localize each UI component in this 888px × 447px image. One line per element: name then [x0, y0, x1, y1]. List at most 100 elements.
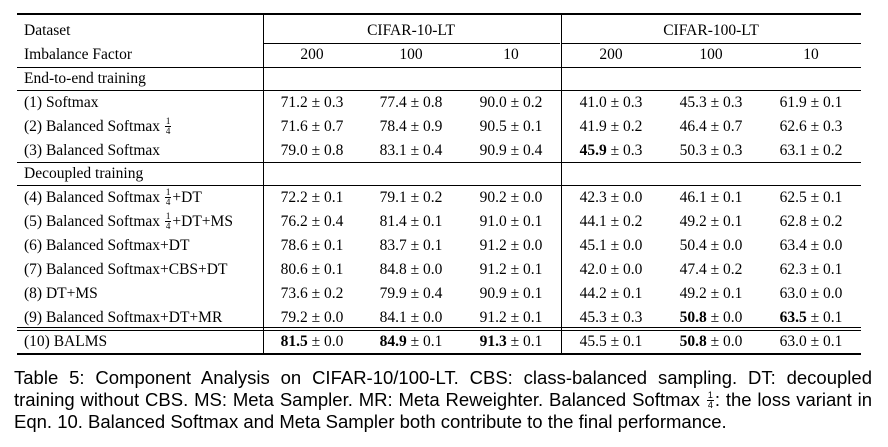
table-cell: 50.4 ± 0.0: [679, 237, 743, 254]
table-cell: 63.5 ± 0.1: [779, 309, 843, 326]
table-cell: 71.6 ± 0.7: [280, 118, 344, 135]
section-end-to-end: End-to-end training: [24, 70, 146, 87]
table-cell: 83.7 ± 0.1: [379, 237, 443, 254]
imbalance-factor-2: 10: [503, 46, 519, 63]
row-label: (4) Balanced Softmax 1 4 +DT: [24, 186, 202, 207]
balms-top-rule-2: [17, 330, 861, 331]
table-cell: 63.0 ± 0.1: [779, 333, 843, 350]
row-label: (6) Balanced Softmax+DT: [24, 237, 190, 254]
table-cell: 44.1 ± 0.2: [579, 213, 643, 230]
table-cell: 78.4 ± 0.9: [379, 118, 443, 135]
table-cell: 50.3 ± 0.3: [679, 142, 743, 159]
table-cell: 61.9 ± 0.1: [779, 94, 843, 111]
table-cell: 78.6 ± 0.1: [280, 237, 344, 254]
table-cell: 50.8 ± 0.0: [679, 309, 743, 326]
imbalance-factor-3: 200: [599, 46, 623, 63]
table-cell: 81.4 ± 0.1: [379, 213, 443, 230]
cifar100-header: CIFAR-100-LT: [663, 22, 759, 39]
imbalance-header: Imbalance Factor: [24, 46, 133, 63]
table-cell: 79.0 ± 0.8: [280, 142, 344, 159]
table-cell: 79.2 ± 0.0: [280, 309, 344, 326]
table-cell: 76.2 ± 0.4: [280, 213, 344, 230]
imbalance-factor-5: 10: [803, 46, 819, 63]
table-cell: 45.1 ± 0.0: [579, 237, 643, 254]
table-cell: 90.9 ± 0.4: [479, 142, 543, 159]
section-decoupled: Decoupled training: [24, 165, 144, 182]
table-cell: 73.6 ± 0.2: [280, 285, 344, 302]
row-label: (8) DT+MS: [24, 285, 98, 302]
table-cell: 91.2 ± 0.0: [479, 237, 543, 254]
header-rule: [17, 67, 861, 68]
col-divider-1: [263, 14, 264, 354]
table-cell: 80.6 ± 0.1: [280, 261, 344, 278]
table-cell: 83.1 ± 0.4: [379, 142, 443, 159]
table-cell: 45.3 ± 0.3: [579, 309, 643, 326]
imbalance-factor-0: 200: [300, 46, 324, 63]
table-cell: 45.3 ± 0.3: [679, 94, 743, 111]
table-cell: 42.3 ± 0.0: [579, 189, 643, 206]
row-label: (5) Balanced Softmax 1 4 +DT+MS: [24, 210, 233, 231]
row-label: (7) Balanced Softmax+CBS+DT: [24, 261, 228, 278]
table-cell: 91.2 ± 0.1: [479, 261, 543, 278]
table-cell: 63.1 ± 0.2: [779, 142, 843, 159]
section2-top-rule: [17, 162, 861, 163]
table-cell: 90.0 ± 0.2: [479, 94, 543, 111]
table-cell: 62.6 ± 0.3: [779, 118, 843, 135]
table-cell: 90.5 ± 0.1: [479, 118, 543, 135]
table-cell: 41.0 ± 0.3: [579, 94, 643, 111]
table-cell: 47.4 ± 0.2: [679, 261, 743, 278]
table-cell: 62.3 ± 0.1: [779, 261, 843, 278]
table-cell: 91.3 ± 0.1: [479, 333, 543, 350]
row-label: (1) Softmax: [24, 94, 99, 111]
section1-rule: [17, 90, 861, 91]
table-cell: 62.8 ± 0.2: [779, 213, 843, 230]
section2-rule: [17, 185, 861, 186]
table-caption: Table 5: Component Analysis on CIFAR-10/…: [14, 367, 872, 433]
table-cell: 49.2 ± 0.1: [679, 285, 743, 302]
table-cell: 90.2 ± 0.0: [479, 189, 543, 206]
table-cell: 91.2 ± 0.1: [479, 309, 543, 326]
cifar10-cmidrule: [263, 43, 560, 44]
table-cell: 45.5 ± 0.1: [579, 333, 643, 350]
row-label: (9) Balanced Softmax+DT+MR: [24, 309, 223, 326]
table-cell: 91.0 ± 0.1: [479, 213, 543, 230]
table-cell: 79.9 ± 0.4: [379, 285, 443, 302]
table-cell: 90.9 ± 0.1: [479, 285, 543, 302]
table-cell: 77.4 ± 0.8: [379, 94, 443, 111]
imbalance-factor-4: 100: [699, 46, 723, 63]
table-cell: 41.9 ± 0.2: [579, 118, 643, 135]
table-cell: 63.0 ± 0.0: [779, 285, 843, 302]
table-cell: 62.5 ± 0.1: [779, 189, 843, 206]
cifar100-cmidrule: [562, 43, 861, 44]
table-cell: 71.2 ± 0.3: [280, 94, 344, 111]
table-cell: 42.0 ± 0.0: [579, 261, 643, 278]
table-cell: 63.4 ± 0.0: [779, 237, 843, 254]
table-cell: 84.9 ± 0.1: [379, 333, 443, 350]
table-cell: 46.1 ± 0.1: [679, 189, 743, 206]
row-label: (3) Balanced Softmax: [24, 142, 161, 159]
dataset-header: Dataset: [24, 22, 71, 39]
table-cell: 81.5 ± 0.0: [280, 333, 344, 350]
col-divider-2: [561, 14, 562, 354]
balms-top-rule-1: [17, 327, 861, 328]
table-cell: 84.1 ± 0.0: [379, 309, 443, 326]
caption-part1: Table 5: Component Analysis on CIFAR-10/…: [14, 367, 872, 410]
table-cell: 46.4 ± 0.7: [679, 118, 743, 135]
table-cell: 45.9 ± 0.3: [579, 142, 643, 159]
table-cell: 49.2 ± 0.1: [679, 213, 743, 230]
bottom-rule: [17, 353, 861, 355]
table-cell: 79.1 ± 0.2: [379, 189, 443, 206]
caption-part2: : the loss variant in Eqn. 10. Balanced …: [14, 389, 872, 432]
table-cell: 50.8 ± 0.0: [679, 333, 743, 350]
cifar10-header: CIFAR-10-LT: [367, 22, 455, 39]
top-rule: [17, 13, 861, 15]
table-cell: 44.2 ± 0.1: [579, 285, 643, 302]
table-cell: 84.8 ± 0.0: [379, 261, 443, 278]
imbalance-factor-1: 100: [399, 46, 423, 63]
row-label: (10) BALMS: [24, 333, 108, 350]
